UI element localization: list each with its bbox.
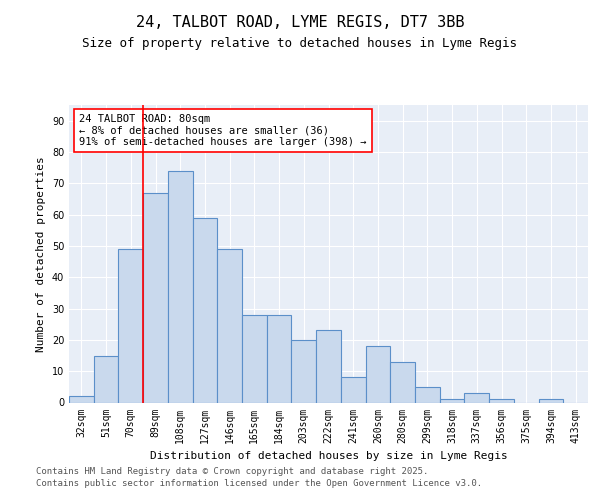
Bar [168, 171, 193, 402]
Text: Size of property relative to detached houses in Lyme Regis: Size of property relative to detached ho… [83, 37, 517, 50]
Bar [267, 315, 292, 402]
Bar [217, 249, 242, 402]
X-axis label: Distribution of detached houses by size in Lyme Regis: Distribution of detached houses by size … [149, 451, 508, 461]
Bar [390, 362, 415, 403]
Bar [242, 315, 267, 402]
Bar [143, 192, 168, 402]
Bar [292, 340, 316, 402]
Bar [464, 393, 489, 402]
Bar [539, 400, 563, 402]
Bar [440, 400, 464, 402]
Bar [489, 400, 514, 402]
Bar [118, 249, 143, 402]
Bar [193, 218, 217, 402]
Bar [94, 356, 118, 403]
Bar [316, 330, 341, 402]
Text: Contains public sector information licensed under the Open Government Licence v3: Contains public sector information licen… [36, 479, 482, 488]
Y-axis label: Number of detached properties: Number of detached properties [36, 156, 46, 352]
Bar [69, 396, 94, 402]
Bar [341, 378, 365, 402]
Bar [415, 387, 440, 402]
Bar [365, 346, 390, 403]
Text: 24 TALBOT ROAD: 80sqm
← 8% of detached houses are smaller (36)
91% of semi-detac: 24 TALBOT ROAD: 80sqm ← 8% of detached h… [79, 114, 367, 147]
Text: Contains HM Land Registry data © Crown copyright and database right 2025.: Contains HM Land Registry data © Crown c… [36, 466, 428, 475]
Text: 24, TALBOT ROAD, LYME REGIS, DT7 3BB: 24, TALBOT ROAD, LYME REGIS, DT7 3BB [136, 15, 464, 30]
